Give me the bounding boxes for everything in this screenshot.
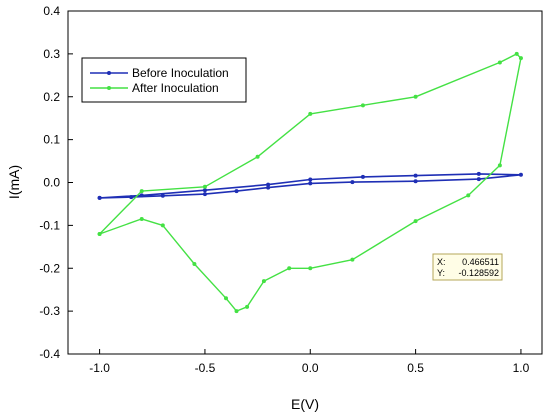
- data-point-before-inoculation: [266, 185, 271, 190]
- x-axis-title: E(V): [291, 396, 319, 412]
- data-point-after-inoculation: [139, 189, 144, 194]
- data-point-after-inoculation: [245, 304, 250, 309]
- data-tip-x-label: X:: [437, 257, 446, 267]
- data-point-before-inoculation: [518, 172, 523, 177]
- x-tick-label: -0.5: [195, 361, 216, 375]
- y-tick-label: 0.0: [43, 176, 60, 190]
- data-point-after-inoculation: [466, 193, 471, 198]
- data-point-before-inoculation: [129, 195, 134, 200]
- legend: Before Inoculation After Inoculation: [81, 57, 247, 103]
- data-point-after-inoculation: [234, 309, 239, 314]
- legend-marker-before: [107, 71, 111, 75]
- data-point-before-inoculation: [476, 171, 481, 176]
- x-tick-label: -1.0: [89, 361, 110, 375]
- x-tick-label: 0.0: [302, 361, 319, 375]
- y-tick-label: -0.2: [39, 261, 60, 275]
- data-point-before-inoculation: [202, 192, 207, 197]
- y-tick-label: 0.1: [43, 133, 60, 147]
- data-point-before-inoculation: [360, 174, 365, 179]
- data-point-after-inoculation: [202, 184, 207, 189]
- legend-label-before: Before Inoculation: [132, 66, 229, 80]
- data-point-after-inoculation: [350, 257, 355, 262]
- data-point-after-inoculation: [308, 266, 313, 271]
- data-point-before-inoculation: [350, 180, 355, 185]
- data-tip-y-value: -0.128592: [458, 268, 499, 278]
- y-tick-label: -0.3: [39, 304, 60, 318]
- data-tip: X: 0.466511 Y: -0.128592: [432, 253, 503, 281]
- y-tick-label: -0.4: [39, 347, 60, 361]
- data-point-before-inoculation: [266, 182, 271, 187]
- data-point-after-inoculation: [97, 231, 102, 236]
- x-axis: -1.0 -0.5 0.0 0.5 1.0: [89, 349, 530, 375]
- y-axis-title: I(mA): [6, 165, 22, 199]
- data-tip-x-value: 0.466511: [462, 257, 499, 267]
- data-point-after-inoculation: [497, 60, 502, 65]
- data-point-before-inoculation: [413, 179, 418, 184]
- legend-box: [81, 57, 247, 103]
- data-point-before-inoculation: [308, 181, 313, 186]
- y-tick-label: 0.2: [43, 90, 60, 104]
- data-point-before-inoculation: [308, 177, 313, 182]
- data-point-after-inoculation: [255, 154, 260, 159]
- data-point-after-inoculation: [224, 296, 228, 301]
- data-point-after-inoculation: [514, 51, 519, 56]
- data-tip-box: [432, 253, 503, 281]
- data-point-after-inoculation: [287, 266, 292, 271]
- data-tip-y-label: Y:: [437, 268, 445, 278]
- y-tick-label: 0.4: [43, 4, 60, 18]
- y-axis: -0.4 -0.3 -0.2 -0.1 0.0 0.1 0.2 0.3 0.4: [39, 4, 73, 361]
- legend-marker-after: [107, 86, 111, 90]
- data-point-before-inoculation: [97, 195, 102, 200]
- data-point-before-inoculation: [413, 173, 418, 178]
- data-point-before-inoculation: [202, 188, 207, 193]
- data-point-after-inoculation: [139, 216, 144, 221]
- data-point-before-inoculation: [476, 177, 481, 182]
- y-tick-label: -0.1: [39, 218, 60, 232]
- series-line-after-inoculation: [99, 53, 522, 312]
- data-point-after-inoculation: [518, 56, 523, 61]
- legend-label-after: After Inoculation: [132, 81, 219, 95]
- data-point-after-inoculation: [308, 111, 313, 116]
- data-point-before-inoculation: [139, 193, 144, 198]
- data-point-after-inoculation: [261, 279, 266, 284]
- x-tick-label: 1.0: [513, 361, 530, 375]
- series-layer: [97, 51, 523, 314]
- data-point-after-inoculation: [497, 163, 502, 168]
- data-point-before-inoculation: [234, 189, 239, 194]
- data-point-after-inoculation: [192, 261, 197, 266]
- data-point-after-inoculation: [413, 94, 418, 99]
- data-point-after-inoculation: [160, 223, 165, 228]
- data-point-before-inoculation: [160, 193, 165, 198]
- x-tick-label: 0.5: [407, 361, 424, 375]
- data-point-after-inoculation: [360, 103, 365, 108]
- data-point-after-inoculation: [413, 219, 418, 224]
- y-tick-label: 0.3: [43, 47, 60, 61]
